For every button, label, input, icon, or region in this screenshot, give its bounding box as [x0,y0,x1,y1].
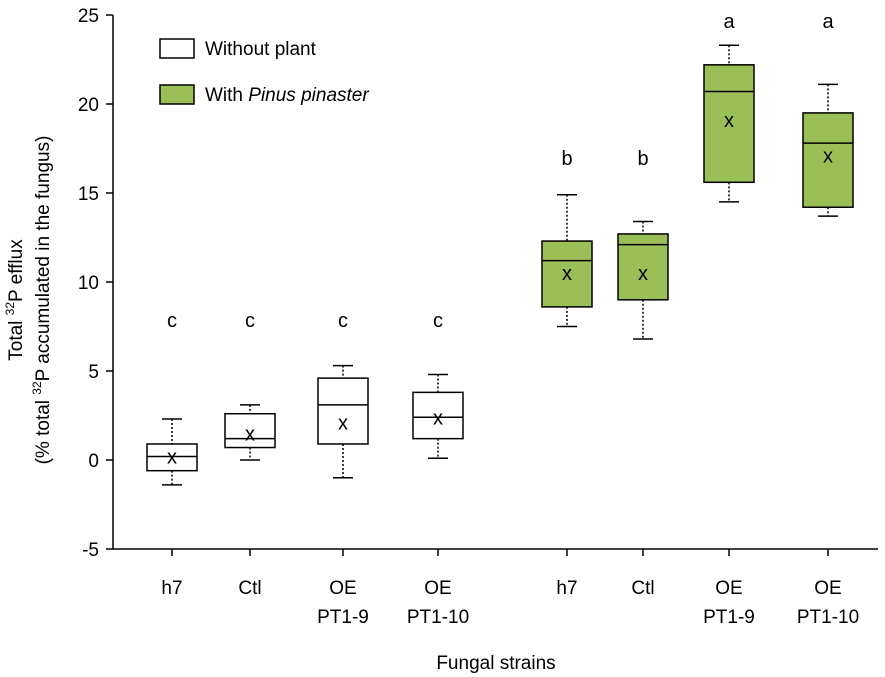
y-axis-title: Total 32P efflux (% total 32P accumulate… [3,136,54,465]
box-1: xc [224,310,276,461]
x-tick-label-line1: OE [715,578,742,599]
y-tick-label: 5 [88,362,99,383]
legend-label-with-pinus: With Pinus pinaster [205,85,369,106]
iqr-box [703,64,755,184]
iqr-box [541,240,593,308]
legend-label-with-prefix: With [205,85,248,106]
box-0: xc [146,310,198,486]
y-title-2-suffix: P accumulated in the fungus) [33,136,54,382]
significance-letter: b [561,148,572,170]
x-tick-label-line1: Ctl [631,578,654,599]
x-ticks: h7 Ctl OE PT1-9 OE PT1-10 h7 Ctl OE PT1-9 OE PT1-10 [161,549,859,628]
mean-marker: x [245,423,255,445]
significance-letter: a [723,11,735,33]
box-6: xa [703,11,755,203]
y-ticks: -5 0 5 10 15 20 25 [78,6,113,561]
box-4: xb [541,148,593,328]
significance-letter: c [245,310,255,332]
significance-letter: c [338,310,348,332]
significance-letter: c [167,310,177,332]
y-tick-label: 0 [88,451,99,472]
significance-letter: a [822,11,834,33]
y-title-1-prefix: Total [6,315,27,360]
y-tick-label: 20 [78,95,99,116]
y-title-2-prefix: (% total [33,395,54,465]
y-title-2-sup: 32 [30,381,44,395]
y-tick-label: 15 [78,184,99,205]
y-tick-label: 25 [78,6,99,27]
legend-swatch-without-plant [159,38,195,59]
mean-marker: x [433,407,443,429]
x-tick-label-line1: h7 [161,578,182,599]
y-tick-label: 10 [78,273,99,294]
mean-marker: x [638,263,648,285]
y-axis-title-line2: (% total 32P accumulated in the fungus) [30,136,54,465]
x-tick-label-line2: PT1-9 [703,607,755,628]
iqr-box [317,377,369,445]
x-tick-label-line1: OE [424,578,451,599]
box-2: xc [317,310,369,479]
legend: Without plant With Pinus pinaster [159,38,369,106]
x-tick-label-line1: OE [814,578,841,599]
box-5: xb [617,148,669,340]
y-tick-label: -5 [82,540,99,561]
legend-swatch-with-pinus [159,84,195,105]
x-tick-label-line2: PT1-10 [407,607,469,628]
x-tick-label-line1: Ctl [238,578,261,599]
y-axis-title-line1: Total 32P efflux [3,239,27,361]
x-tick-label-line1: h7 [556,578,577,599]
mean-marker: x [724,110,734,132]
mean-marker: x [562,263,572,285]
significance-letter: b [637,148,648,170]
x-tick-label-line2: PT1-9 [317,607,369,628]
y-title-1-suffix: P efflux [6,239,27,302]
mean-marker: x [338,413,348,435]
mean-marker: x [167,446,177,468]
iqr-box [412,391,464,440]
iqr-box [146,443,198,472]
iqr-box [802,112,854,208]
legend-label-with-italic: Pinus pinaster [248,85,369,106]
x-axis-title: Fungal strains [436,653,555,674]
x-tick-label-line2: PT1-10 [797,607,859,628]
box-7: xa [802,11,854,217]
iqr-box [224,412,276,449]
legend-label-without-plant: Without plant [205,39,317,60]
box-3: xc [412,310,464,459]
x-tick-label-line1: OE [329,578,356,599]
mean-marker: x [823,146,833,168]
y-title-1-sup: 32 [3,302,17,316]
significance-letter: c [433,310,443,332]
